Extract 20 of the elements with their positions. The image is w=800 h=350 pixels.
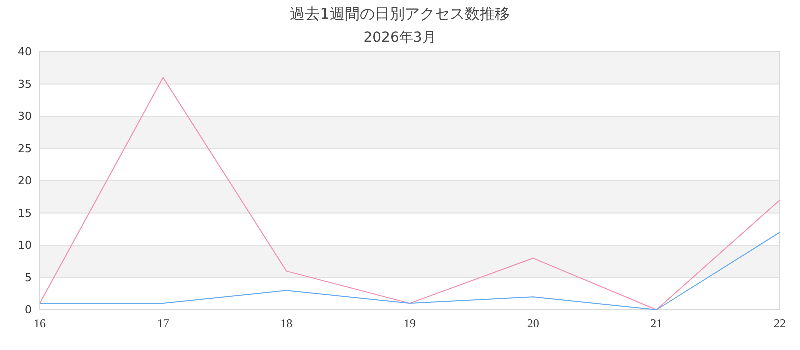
chart-subtitle: 2026年3月	[364, 30, 436, 46]
x-tick-label: 17	[157, 316, 170, 331]
y-tick-label: 40	[18, 46, 32, 59]
y-tick-label: 30	[18, 110, 32, 124]
line-series	[40, 232, 780, 310]
x-tick-label: 16	[34, 316, 46, 331]
y-tick-label: 20	[18, 174, 32, 188]
y-tick-label: 35	[18, 78, 32, 91]
x-tick-label: 18	[280, 316, 293, 331]
y-tick-label: 0	[25, 304, 32, 317]
y-tick-label: 10	[18, 239, 32, 252]
line-series	[40, 77, 780, 310]
x-tick-label: 19	[404, 316, 416, 331]
chart-title: 過去1週間の日別アクセス数推移	[290, 5, 510, 23]
y-tick-label: 15	[18, 206, 32, 220]
y-tick-label: 25	[18, 142, 32, 156]
y-tick-label: 5	[25, 271, 32, 284]
x-tick-label: 22	[774, 316, 786, 331]
x-tick-label: 21	[650, 316, 663, 331]
x-tick-label: 20	[527, 316, 540, 331]
